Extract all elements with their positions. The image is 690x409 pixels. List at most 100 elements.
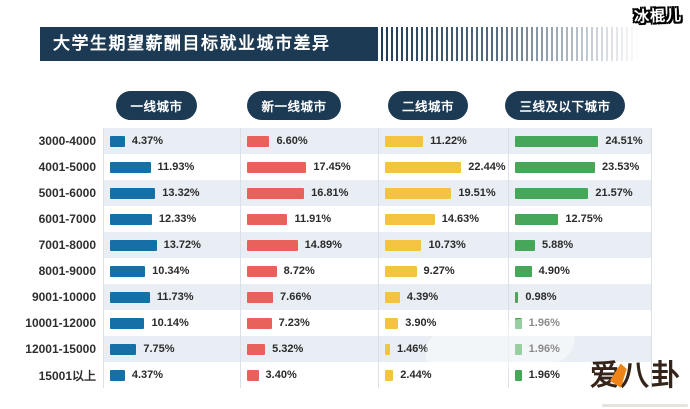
bar-cell: 13.72% bbox=[103, 232, 240, 258]
bar-segment bbox=[247, 213, 288, 225]
bar-segment bbox=[247, 369, 259, 381]
bar-segment bbox=[247, 239, 298, 251]
bar-cell: 1.96% bbox=[508, 310, 652, 336]
bar-cell: 11.91% bbox=[240, 206, 378, 232]
bar-segment bbox=[515, 291, 519, 303]
value-label: 10.14% bbox=[151, 317, 189, 329]
watermark-chars-bagua: 八卦 bbox=[619, 360, 682, 392]
value-label: 17.45% bbox=[313, 161, 351, 173]
bar-cell: 4.37% bbox=[103, 128, 240, 154]
salary-range-label: 4001-5000 bbox=[0, 154, 103, 180]
bar-cell: 11.22% bbox=[378, 128, 508, 154]
value-label: 22.44% bbox=[468, 161, 506, 173]
bar-cell: 8.72% bbox=[240, 258, 378, 284]
bar-cell: 1.46% bbox=[378, 336, 508, 362]
table-row: 6001-7000 12.33% 11.91% 14.63% 12.75% bbox=[0, 206, 652, 232]
bar-segment bbox=[110, 213, 152, 225]
watermark-top-right: 冰棍儿 bbox=[633, 7, 683, 26]
bar-segment bbox=[247, 187, 305, 199]
table-row: 3000-4000 4.37% 6.60% 11.22% 24.51% bbox=[0, 128, 652, 154]
value-label: 13.32% bbox=[162, 187, 200, 199]
bar-segment bbox=[247, 343, 266, 355]
bar-segment bbox=[247, 161, 307, 173]
value-label: 7.75% bbox=[143, 343, 175, 355]
legend-pill-tier3: 三线及以下城市 bbox=[505, 91, 625, 120]
legend-col-tier3: 三线及以下城市 bbox=[493, 91, 637, 120]
corner-line bbox=[602, 404, 688, 407]
title-bar-background bbox=[40, 27, 376, 61]
salary-range-label: 7001-8000 bbox=[0, 232, 103, 258]
bar-segment bbox=[247, 317, 272, 329]
value-label: 1.96% bbox=[528, 369, 560, 381]
legend-pill-tier1: 一线城市 bbox=[116, 91, 197, 120]
value-label: 0.98% bbox=[525, 291, 557, 303]
bar-cell: 3.40% bbox=[240, 362, 378, 388]
value-label: 13.72% bbox=[163, 239, 201, 251]
bar-segment bbox=[385, 369, 394, 381]
bar-cell: 14.63% bbox=[378, 206, 508, 232]
bar-segment bbox=[110, 239, 157, 251]
bar-segment bbox=[515, 369, 522, 381]
value-label: 3.90% bbox=[405, 317, 437, 329]
bar-segment bbox=[110, 161, 151, 173]
bar-cell: 6.60% bbox=[240, 128, 378, 154]
value-label: 12.33% bbox=[158, 213, 197, 225]
bar-segment bbox=[515, 265, 532, 277]
table-row: 5001-6000 13.32% 16.81% 19.51% 21.57% bbox=[0, 180, 652, 206]
table-row: 4001-5000 11.93% 17.45% 22.44% 23.53% bbox=[0, 154, 652, 180]
bar-cell: 7.66% bbox=[240, 284, 378, 310]
legend-row: 一线城市 新一线城市 二线城市 三线及以下城市 bbox=[88, 91, 637, 120]
legend-pill-new-tier1: 新一线城市 bbox=[247, 91, 341, 120]
bar-segment bbox=[515, 135, 599, 147]
bar-segment bbox=[110, 343, 137, 355]
legend-col-new-tier1: 新一线城市 bbox=[225, 91, 363, 120]
value-label: 5.32% bbox=[272, 343, 304, 355]
bar-segment bbox=[385, 161, 462, 173]
bar-cell: 17.45% bbox=[240, 154, 378, 180]
bar-segment bbox=[515, 239, 535, 251]
salary-range-label: 10001-12000 bbox=[0, 310, 103, 336]
bar-cell: 7.75% bbox=[103, 336, 240, 362]
bar-cell: 21.57% bbox=[508, 180, 652, 206]
bar-cell: 1.96% bbox=[508, 336, 652, 362]
bar-cell: 1.96% bbox=[508, 362, 652, 388]
bar-cell: 23.53% bbox=[508, 154, 652, 180]
watermark-bottom-right: 爱八卦 bbox=[590, 352, 682, 394]
salary-range-label: 5001-6000 bbox=[0, 180, 103, 206]
bar-cell: 0.98% bbox=[508, 284, 652, 310]
value-label: 7.66% bbox=[280, 291, 312, 303]
value-label: 8.72% bbox=[283, 265, 315, 277]
value-label: 14.89% bbox=[304, 239, 342, 251]
bar-segment bbox=[110, 135, 125, 147]
bar-cell: 19.51% bbox=[378, 180, 508, 206]
salary-range-label: 3000-4000 bbox=[0, 128, 103, 154]
bar-segment bbox=[385, 135, 424, 147]
bar-cell: 2.44% bbox=[378, 362, 508, 388]
value-label: 14.63% bbox=[441, 213, 480, 225]
bar-cell: 16.81% bbox=[240, 180, 378, 206]
bar-segment bbox=[385, 265, 417, 277]
bar-segment bbox=[247, 265, 277, 277]
value-label: 1.96% bbox=[528, 317, 560, 329]
chart-rows: 3000-4000 4.37% 6.60% 11.22% 24.51% 4001-5000… bbox=[0, 128, 652, 388]
bar-cell: 3.90% bbox=[378, 310, 508, 336]
value-label: 1.46% bbox=[396, 343, 429, 355]
title-bar-stripe-fade bbox=[376, 27, 640, 61]
table-row: 7001-8000 13.72% 14.89% 10.73% 5.88% bbox=[0, 232, 652, 258]
value-label: 11.91% bbox=[294, 213, 332, 225]
table-row: 9001-10000 11.73% 7.66% 4.39% 0.98% bbox=[0, 284, 652, 310]
bar-cell: 24.51% bbox=[508, 128, 652, 154]
bar-cell: 4.39% bbox=[378, 284, 508, 310]
legend-col-tier1: 一线城市 bbox=[88, 91, 225, 120]
table-row: 8001-9000 10.34% 8.72% 9.27% 4.90% bbox=[0, 258, 652, 284]
legend-pill-tier2: 二线城市 bbox=[387, 91, 468, 120]
value-label: 9.27% bbox=[423, 265, 455, 277]
value-label: 21.57% bbox=[595, 187, 633, 199]
bar-cell: 10.34% bbox=[103, 258, 240, 284]
bar-segment bbox=[110, 369, 125, 381]
bar-cell: 5.88% bbox=[508, 232, 652, 258]
bar-cell: 11.73% bbox=[103, 284, 240, 310]
bar-cell: 12.75% bbox=[508, 206, 652, 232]
bar-cell: 7.23% bbox=[240, 310, 378, 336]
salary-range-label: 15001以上 bbox=[0, 362, 103, 388]
